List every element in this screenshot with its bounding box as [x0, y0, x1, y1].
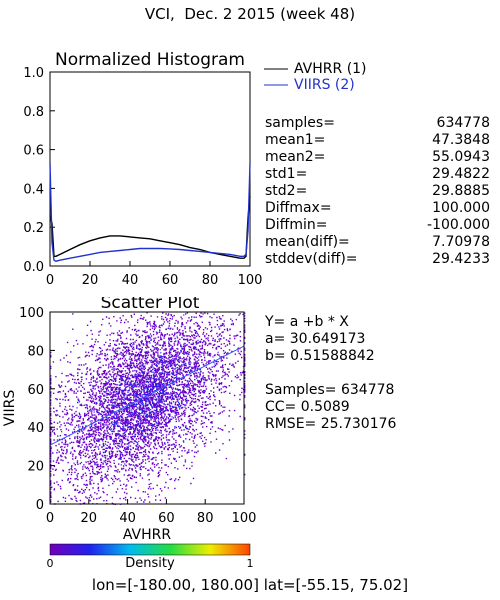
stat-label: mean1= [265, 132, 326, 148]
y-tick-label: 40 [27, 421, 44, 436]
stat-row: Y= a +b * X [265, 314, 490, 331]
colorbar-max: 1 [247, 557, 254, 570]
stat-label: std2= [265, 183, 308, 199]
stat-row: mean(diff)= 7.70978 [265, 234, 490, 251]
stat-row: mean2= 55.0943 [265, 149, 490, 166]
stat-value: 100.000 [432, 200, 490, 216]
colorbar-label: Density [125, 556, 175, 571]
stat-row: std1= 29.4822 [265, 166, 490, 183]
scatter-chart: Scatter Plot 0 20 40 60 80 100 0 20 40 60 80 100 A… [2, 297, 257, 543]
x-tick-label: 80 [202, 273, 219, 288]
x-tick-label: 60 [158, 511, 175, 526]
x-tick-label: 100 [232, 511, 257, 526]
stat-value: 634778 [436, 115, 490, 131]
scatter-ylabel: VIIRS [2, 390, 18, 427]
stat-value: 55.0943 [432, 149, 490, 165]
stat-label: Y= a +b * X [265, 314, 349, 330]
stat-value: 7.70978 [432, 234, 490, 250]
histogram-frame [49, 71, 251, 267]
x-tick-label: 0 [46, 511, 54, 526]
y-tick-label: 0.0 [23, 260, 44, 275]
y-tick-label: 0.6 [23, 144, 44, 159]
stat-label: Samples= 634778 [265, 382, 395, 398]
series-line-viirs [49, 163, 251, 262]
scatter-points-dense [58, 314, 234, 481]
legend-label-avhrr: AVHRR (1) [294, 61, 367, 77]
stat-row: b= 0.51588842 [265, 348, 490, 365]
stat-label: stddev(diff)= [265, 251, 358, 267]
histogram-legend: AVHRR (1) VIIRS (2) [264, 61, 367, 93]
y-tick-label: 100 [19, 306, 44, 321]
x-tick-label: 100 [238, 273, 263, 288]
stat-value: -100.000 [427, 217, 490, 233]
scatter-xlabel: AVHRR [123, 527, 172, 543]
coordinate-footer: lon=[-180.00, 180.00] lat=[-55.15, 75.02… [91, 576, 409, 594]
stat-row: samples= 634778 [265, 115, 490, 132]
stat-label: Diffmax= [265, 200, 332, 216]
stat-label: mean2= [265, 149, 326, 165]
y-tick-label: 0.2 [23, 221, 44, 236]
stat-row: stddev(diff)= 29.4233 [265, 251, 490, 268]
y-tick-label: 20 [27, 460, 44, 475]
regression-line [49, 345, 245, 446]
scatter-points [50, 312, 246, 505]
y-tick-label: 1.0 [23, 66, 44, 81]
stat-label: samples= [265, 115, 335, 131]
stat-label: mean(diff)= [265, 234, 350, 250]
scatter-title: Scatter Plot [101, 297, 200, 313]
histogram-stats: samples= 634778 mean1= 47.3848 mean2= 55.0943… [265, 115, 490, 268]
stat-row [265, 365, 490, 382]
y-tick-label: 80 [27, 344, 44, 359]
stat-row: mean1= 47.3848 [265, 132, 490, 149]
stat-row: CC= 0.5089 [265, 399, 490, 416]
legend-label-viirs: VIIRS (2) [294, 77, 355, 93]
colorbar-gradient [49, 543, 251, 556]
y-tick-label: 0.4 [23, 182, 44, 197]
stat-label: Diffmin= [265, 217, 328, 233]
histogram-chart: Normalized Histogram 0 20 40 60 80 100 0.0 0.2… [23, 50, 263, 288]
stat-value: 29.4822 [432, 166, 490, 182]
stat-row: std2= 29.8885 [265, 183, 490, 200]
density-colorbar: 0 Density 1 [47, 543, 254, 571]
x-tick-label: 40 [122, 273, 139, 288]
y-tick-label: 0.8 [23, 105, 44, 120]
stat-label: std1= [265, 166, 308, 182]
stat-label: RMSE= 25.730176 [265, 416, 397, 432]
x-tick-label: 40 [119, 511, 136, 526]
page-title: VCI, Dec. 2 2015 (week 48) [144, 5, 356, 23]
stat-value: 29.4233 [432, 251, 490, 267]
x-tick-label: 60 [162, 273, 179, 288]
stat-label: a= 30.649173 [265, 331, 366, 347]
y-tick-label: 0 [36, 498, 44, 513]
x-tick-label: 80 [197, 511, 214, 526]
scatter-frame [49, 311, 245, 505]
series-line-avhrr [49, 196, 251, 259]
x-tick-label: 0 [46, 273, 54, 288]
stat-label: CC= 0.5089 [265, 399, 350, 415]
stat-value: 29.8885 [432, 183, 490, 199]
histogram-title: Normalized Histogram [55, 50, 245, 70]
stat-row: Diffmax= 100.000 [265, 200, 490, 217]
stat-row: a= 30.649173 [265, 331, 490, 348]
x-tick-label: 20 [81, 511, 98, 526]
colorbar-min: 0 [47, 557, 54, 570]
y-tick-label: 60 [27, 383, 44, 398]
stat-row: Samples= 634778 [265, 382, 490, 399]
stat-row: Diffmin= -100.000 [265, 217, 490, 234]
stat-label: b= 0.51588842 [265, 348, 375, 364]
x-tick-label: 20 [82, 273, 99, 288]
stat-value: 47.3848 [432, 132, 490, 148]
stat-row: RMSE= 25.730176 [265, 416, 490, 433]
